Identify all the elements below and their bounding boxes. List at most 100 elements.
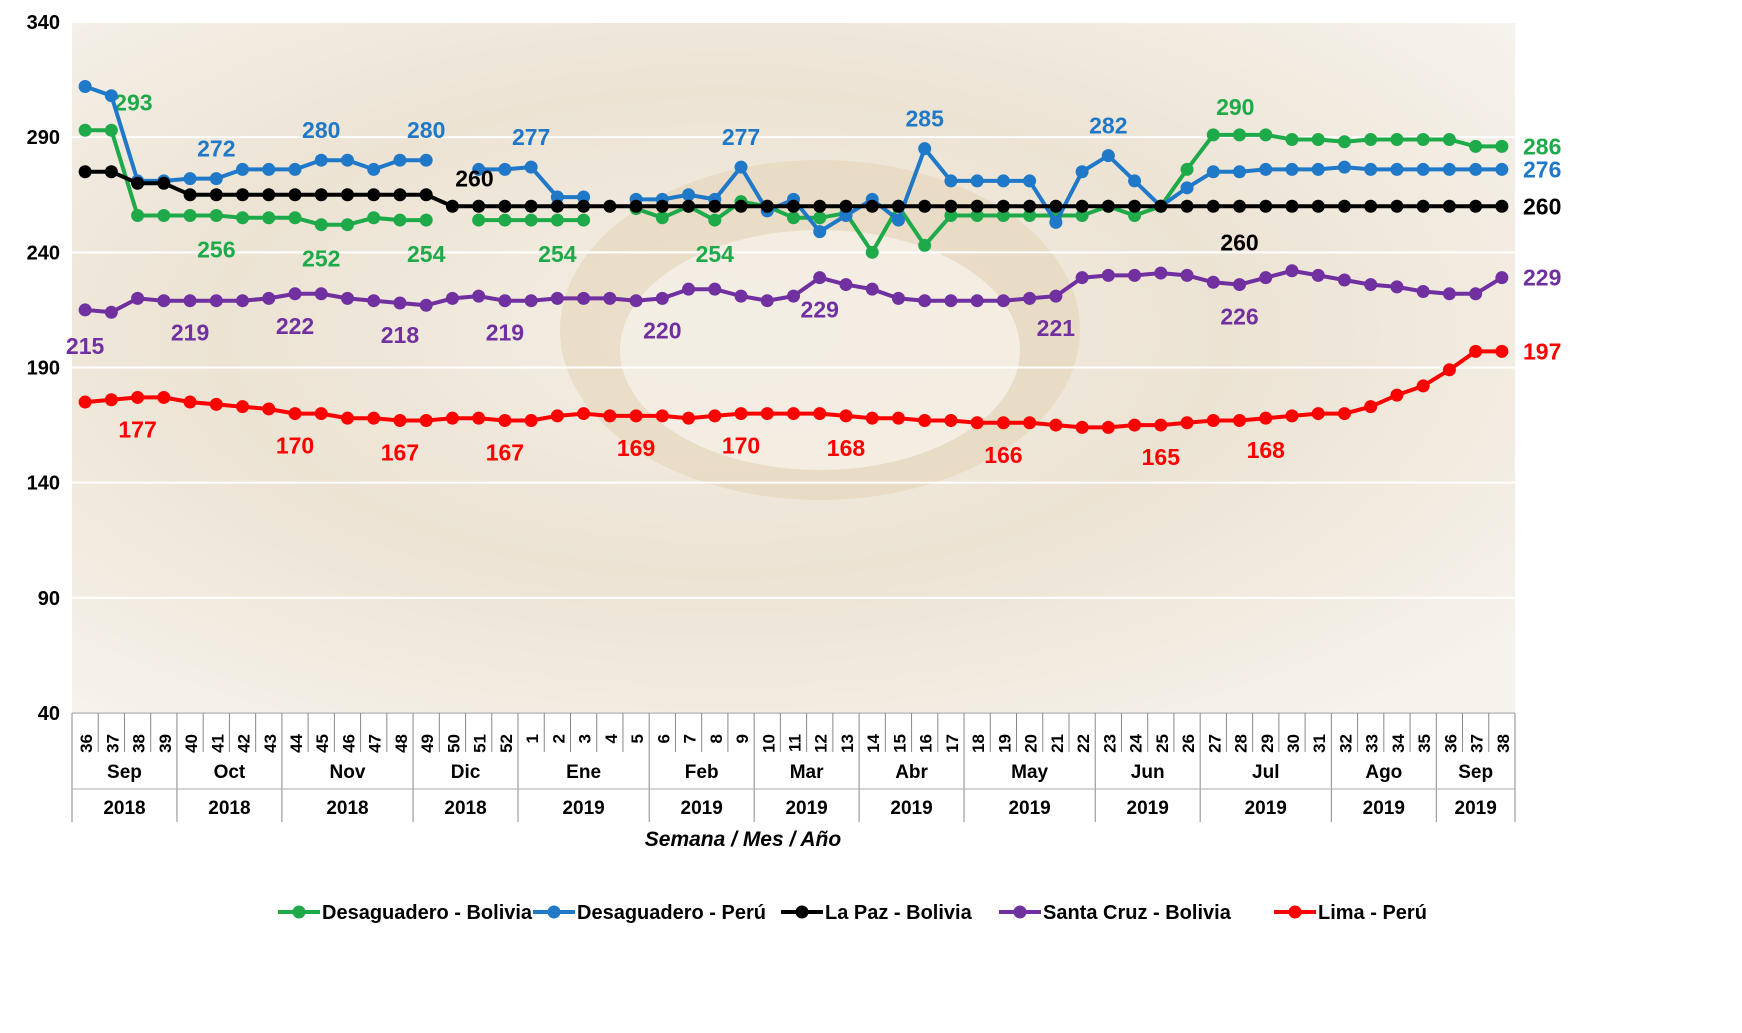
data-point: [1128, 419, 1141, 432]
data-label: 293: [114, 89, 152, 115]
data-label: 260: [1523, 193, 1561, 219]
data-point: [367, 163, 380, 176]
data-label: 272: [197, 136, 235, 162]
x-tick-label: 17: [943, 734, 962, 753]
data-point: [157, 294, 170, 307]
data-point: [184, 209, 197, 222]
data-point: [367, 188, 380, 201]
data-point: [1181, 416, 1194, 429]
year-label: 2019: [1455, 798, 1497, 819]
data-point: [131, 177, 144, 190]
data-point: [525, 294, 538, 307]
data-point: [315, 218, 328, 231]
x-tick-label: 23: [1100, 734, 1119, 753]
data-point: [1417, 163, 1430, 176]
data-point: [1338, 273, 1351, 286]
month-label: Feb: [685, 762, 719, 783]
x-tick-label: 34: [1389, 733, 1408, 752]
data-point: [603, 409, 616, 422]
legend-label: Desaguadero - Perú: [577, 902, 766, 924]
data-point: [105, 393, 118, 406]
data-point: [367, 211, 380, 224]
data-point: [341, 188, 354, 201]
data-point: [787, 290, 800, 303]
legend-label: Santa Cruz - Bolivia: [1043, 902, 1232, 924]
data-point: [525, 161, 538, 174]
data-point: [918, 414, 931, 427]
data-point: [446, 412, 459, 425]
legend-marker: [796, 906, 809, 919]
data-point: [157, 177, 170, 190]
data-point: [997, 174, 1010, 187]
legend-marker: [1014, 906, 1027, 919]
data-point: [787, 407, 800, 420]
data-point: [525, 200, 538, 213]
x-tick-label: 50: [444, 734, 463, 753]
data-point: [393, 154, 406, 167]
month-label: Mar: [790, 762, 824, 783]
data-point: [341, 292, 354, 305]
data-point: [630, 200, 643, 213]
data-point: [315, 188, 328, 201]
data-point: [1023, 200, 1036, 213]
data-point: [551, 214, 564, 227]
x-tick-label: 27: [1205, 734, 1224, 753]
data-point: [420, 214, 433, 227]
year-label: 2018: [208, 798, 250, 819]
data-point: [997, 200, 1010, 213]
data-point: [498, 414, 511, 427]
x-tick-label: 43: [261, 734, 280, 753]
data-point: [577, 407, 590, 420]
data-label: 280: [302, 117, 340, 143]
data-point: [1338, 161, 1351, 174]
data-point: [1338, 135, 1351, 148]
x-tick-label: 25: [1153, 734, 1172, 753]
x-tick-label: 39: [156, 734, 175, 753]
data-point: [472, 412, 485, 425]
x-tick-label: 47: [366, 734, 385, 753]
data-point: [472, 290, 485, 303]
data-point: [289, 407, 302, 420]
data-point: [157, 209, 170, 222]
data-point: [289, 188, 302, 201]
data-point: [1469, 163, 1482, 176]
data-point: [1364, 133, 1377, 146]
data-point: [498, 294, 511, 307]
x-tick-label: 35: [1415, 734, 1434, 753]
x-tick-label: 48: [392, 734, 411, 753]
month-label: Nov: [330, 762, 366, 783]
x-tick-label: 15: [890, 734, 909, 753]
x-tick-label: 5: [628, 734, 647, 743]
data-point: [735, 290, 748, 303]
data-label: 219: [486, 320, 524, 346]
data-point: [79, 303, 92, 316]
data-point: [1049, 200, 1062, 213]
data-point: [289, 287, 302, 300]
data-point: [1364, 200, 1377, 213]
data-point: [1390, 163, 1403, 176]
month-label: Abr: [895, 762, 928, 783]
year-label: 2018: [103, 798, 145, 819]
legend-label: La Paz - Bolivia: [825, 902, 973, 924]
data-point: [918, 294, 931, 307]
data-point: [367, 294, 380, 307]
x-tick-label: 3: [576, 734, 595, 743]
data-point: [866, 246, 879, 259]
data-point: [603, 292, 616, 305]
data-point: [236, 188, 249, 201]
data-point: [1390, 200, 1403, 213]
data-point: [1417, 379, 1430, 392]
x-tick-label: 30: [1284, 734, 1303, 753]
data-point: [787, 211, 800, 224]
data-point: [420, 414, 433, 427]
month-label: Dic: [451, 762, 481, 783]
data-point: [1049, 419, 1062, 432]
data-label: 220: [643, 317, 681, 343]
data-point: [131, 209, 144, 222]
data-point: [1495, 345, 1508, 358]
month-label: Oct: [214, 762, 246, 783]
x-tick-label: 36: [1441, 734, 1460, 753]
data-point: [315, 407, 328, 420]
x-tick-label: 24: [1127, 733, 1146, 752]
data-point: [289, 211, 302, 224]
